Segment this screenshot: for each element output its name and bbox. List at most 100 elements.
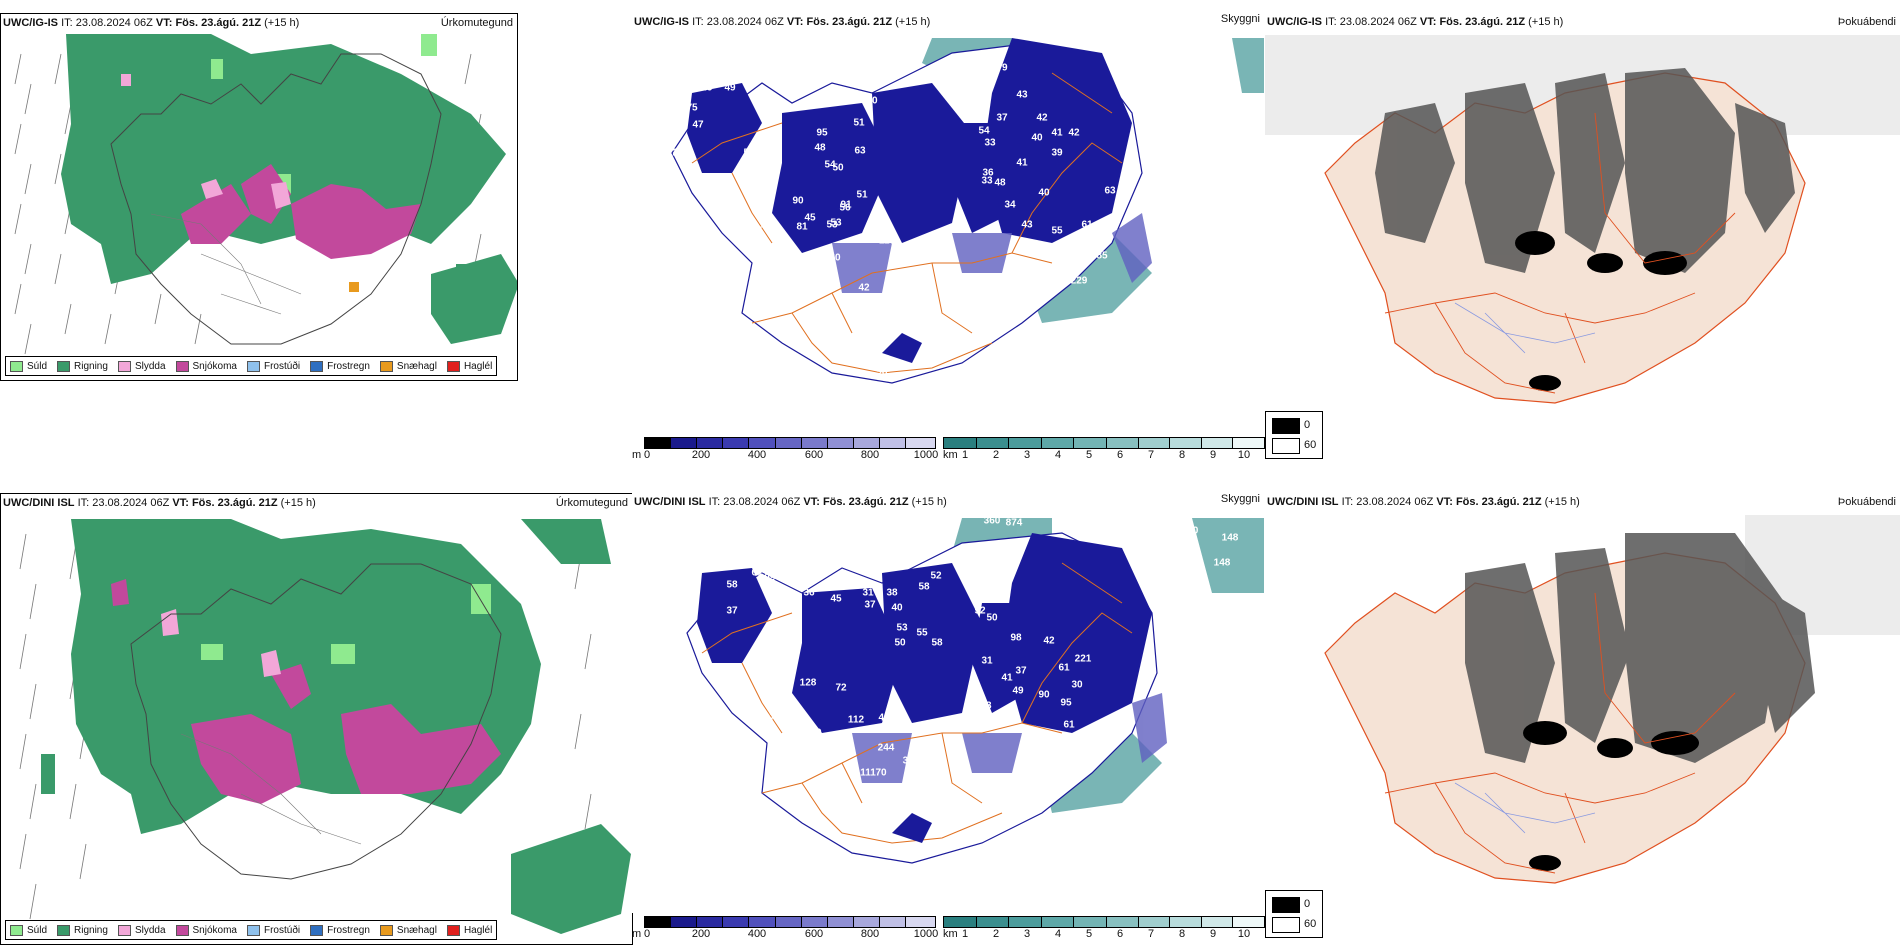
it-label: IT: [1325, 16, 1337, 28]
cloudbase-height-label: 61 [876, 805, 888, 817]
legend-item: Haglél [446, 924, 493, 936]
colorbar-swatch [906, 438, 936, 448]
cloudbase-map [632, 13, 1264, 456]
legend-label: Snjókoma [192, 924, 237, 936]
legend-label: Frostúði [263, 360, 301, 372]
colorbar-swatch [1138, 438, 1171, 448]
colorbar-tick: 8 [1178, 449, 1186, 461]
vt-value: Fös. 23.ágú. 21Z [1439, 16, 1526, 28]
colorbar-swatch [1170, 917, 1202, 927]
lead-time: (+15 h) [895, 16, 931, 28]
cloudbase-height-label: 61 [1081, 219, 1093, 231]
cloudbase-height-label: 28 [864, 555, 876, 567]
cloudbase-height-label: 45 [804, 212, 816, 224]
model-name: UWC/IG-IS [634, 16, 689, 28]
legend-swatch [246, 924, 260, 936]
cloudbase-height-label: 30 [1071, 679, 1083, 691]
fog-legend: 0 60 [1265, 890, 1323, 938]
cloudbase-height-label: 37 [726, 605, 738, 617]
colorbar-tick: 3 [1023, 928, 1031, 940]
legend-swatch [57, 360, 71, 372]
colorbar-tick: 3 [1023, 449, 1031, 461]
precip-type-panel: UWC/DINI ISL IT: 23.08.2024 06Z VT: Fös.… [0, 493, 633, 945]
cloudbase-height-label: 221 [1074, 653, 1092, 665]
colorbar-tick: 5 [1085, 928, 1093, 940]
legend-item: Slydda [117, 924, 166, 936]
colorbar-boxes [943, 437, 1265, 449]
cloudbase-height-label: 76 [744, 242, 756, 254]
cloudbase-height-label: 55 [1051, 225, 1063, 237]
cloudbase-height-label: 148 [1213, 557, 1231, 569]
legend-item: Rigning [57, 360, 108, 372]
cloudbase-height-label: 360 [983, 515, 1001, 527]
cloudbase-height-label: 55 [916, 627, 928, 639]
legend-item: Frostúði [246, 360, 301, 372]
fog-legend-swatch-dark [1272, 418, 1300, 434]
colorbar-tick: 0 [643, 928, 651, 940]
colorbar-tick: 7 [1147, 449, 1155, 461]
colorbar-tick: 7 [1147, 928, 1155, 940]
legend-label: Frostúði [263, 924, 301, 936]
colorbar-tick: 2 [992, 928, 1000, 940]
cloudbase-height-label: 56 [839, 202, 851, 214]
cloudbase-height-label: 52 [974, 605, 986, 617]
it-label: IT: [61, 17, 73, 29]
cloudbase-height-label: 95 [816, 127, 828, 139]
it-value: 23.08.2024 06Z [723, 496, 801, 508]
vt-value: Fös. 23.ágú. 21Z [191, 497, 278, 509]
cloudbase-height-label: 68 [776, 269, 788, 281]
legend-label: Rigning [74, 924, 108, 936]
cloudbase-height-label: 38 [886, 587, 898, 599]
cloudbase-height-label: 52 [930, 570, 942, 582]
cloudbase-height-label: 324 [902, 755, 920, 767]
legend-swatch [379, 924, 393, 936]
cloudbase-height-label: 148 [1221, 532, 1239, 544]
cloudbase-height-label: 58 [918, 581, 930, 593]
cloudbase-height-label: 90 [792, 195, 804, 207]
it-label: IT: [692, 16, 704, 28]
legend-swatch [117, 924, 131, 936]
visibility-colorbar: km 1 2 3 4 5 6 7 8 9 10 [943, 916, 1265, 950]
colorbar-swatch [671, 438, 698, 448]
legend-swatch [310, 360, 324, 372]
cloudbase-height-label: 61 [1058, 662, 1070, 674]
cloudbase-height-label: 51 [1060, 737, 1072, 749]
colorbar-boxes [644, 437, 936, 449]
cloudbase-height-label: 43 [1021, 219, 1033, 231]
fog-indicator-panel: UWC/IG-IS IT: 23.08.2024 06Z VT: Fös. 23… [1265, 13, 1900, 408]
colorbar-tick: 0 [643, 449, 651, 461]
fog-legend-label: 0 [1304, 898, 1311, 910]
colorbar-swatch [1041, 438, 1075, 448]
cloudbase-height-label: 51 [743, 147, 755, 159]
cloudbase-height-label: 51 [856, 189, 868, 201]
panel-header: UWC/IG-IS IT: 23.08.2024 06Z VT: Fös. 23… [634, 16, 930, 28]
lead-time: (+15 h) [1528, 16, 1564, 28]
cloudbase-height-label: 34 [1004, 199, 1016, 211]
vt-value: Fös. 23.ágú. 21Z [822, 496, 909, 508]
cloudbase-colorbar: m 0 200 400 600 800 1000 [632, 916, 938, 950]
cloudbase-height-label: 43 [1016, 89, 1028, 101]
lead-time: (+15 h) [280, 497, 316, 509]
colorbar-swatch [1074, 917, 1107, 927]
cloudbase-height-label: 118 [760, 179, 778, 191]
colorbar-tick: 200 [691, 928, 711, 940]
cloudbase-height-label: 874 [1005, 517, 1023, 529]
cloudbase-colorbar: m 0 200 400 600 800 1000 [632, 437, 939, 471]
cloudbase-height-label: 79 [876, 369, 888, 381]
cloudbase-height-label: 61 [1063, 719, 1075, 731]
legend-swatch [10, 924, 23, 936]
legend-label: Haglél [463, 924, 493, 936]
colorbar-tick: 1000 [913, 449, 939, 461]
panel-title: Úrkomutegund [555, 497, 628, 509]
cloudbase-height-label: 53 [830, 217, 842, 229]
colorbar-tick: 600 [804, 449, 824, 461]
legend-label: Frostregn [327, 360, 370, 372]
panel-header: UWC/DINI ISL IT: 23.08.2024 06Z VT: Fös.… [634, 496, 947, 508]
precip-type-map [1, 14, 517, 380]
colorbar-tick: 400 [747, 449, 767, 461]
fog-legend-swatch-light [1272, 438, 1300, 454]
legend-swatch [175, 924, 189, 936]
cloudbase-height-label: 28 [672, 147, 684, 159]
legend-item: Frostregn [310, 924, 370, 936]
colorbar-swatch [801, 917, 828, 927]
